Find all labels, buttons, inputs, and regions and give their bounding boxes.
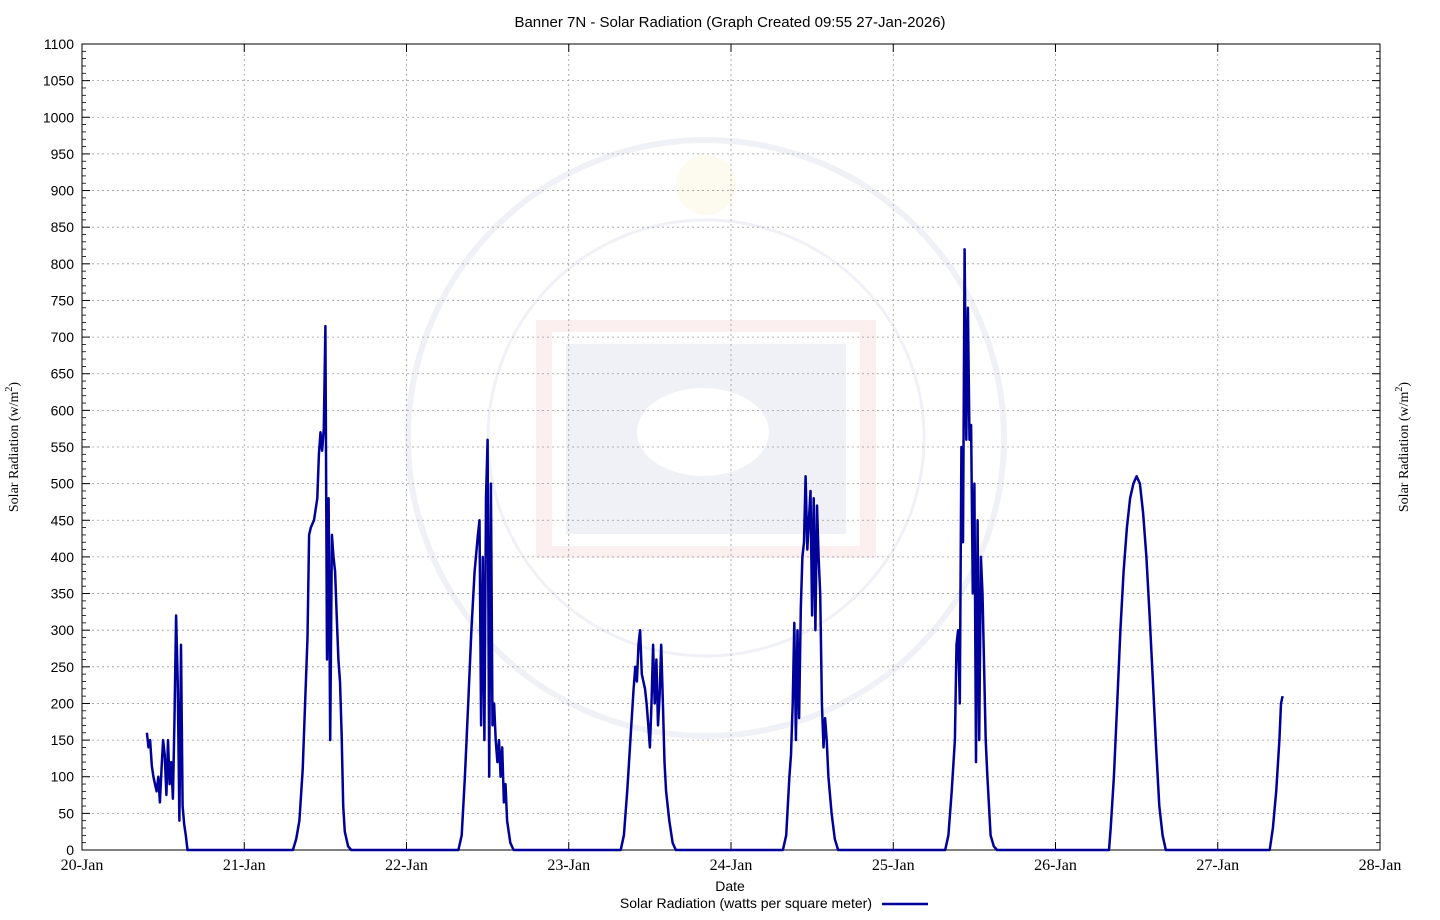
y-axis-label-right: Solar Radiation (w/m2) bbox=[1394, 382, 1412, 513]
y-tick-label: 850 bbox=[51, 219, 75, 235]
y-tick-label: 550 bbox=[51, 439, 75, 455]
y-tick-label: 500 bbox=[51, 476, 75, 492]
y-axis-label-left-main: Solar Radiation (w/m bbox=[7, 391, 22, 512]
y-tick-label: 100 bbox=[51, 769, 75, 785]
chart-title: Banner 7N - Solar Radiation (Graph Creat… bbox=[514, 14, 945, 31]
watermark-inner-circle bbox=[486, 218, 926, 658]
watermark-seal bbox=[405, 137, 1007, 739]
series-line bbox=[145, 247, 1284, 852]
x-tick-label: 21-Jan bbox=[223, 857, 266, 874]
y-tick-label: 950 bbox=[51, 146, 75, 162]
x-tick-label: 24-Jan bbox=[710, 857, 753, 874]
watermark-outer-circle bbox=[405, 137, 1007, 739]
legend-label: Solar Radiation (watts per square meter) bbox=[620, 895, 872, 911]
y-tick-label: 0 bbox=[66, 842, 74, 858]
y-tick-label: 750 bbox=[51, 292, 75, 308]
data-series bbox=[145, 247, 1284, 852]
y-axis-label-right-close: ) bbox=[1397, 382, 1412, 387]
watermark-flag-blue bbox=[566, 344, 846, 534]
watermark-bison bbox=[637, 388, 769, 476]
y-tick-label: 300 bbox=[51, 622, 75, 638]
y-tick-label: 1000 bbox=[43, 109, 74, 125]
x-tick-label: 20-Jan bbox=[61, 857, 104, 874]
x-tick-label: 23-Jan bbox=[547, 857, 590, 874]
y-tick-label: 1050 bbox=[43, 73, 74, 89]
y-axis-label-right-sup: 2 bbox=[1394, 387, 1405, 392]
y-tick-label: 250 bbox=[51, 659, 75, 675]
x-tick-label: 28-Jan bbox=[1359, 857, 1402, 874]
y-axis-label-right-main: Solar Radiation (w/m bbox=[1397, 391, 1412, 512]
y-axis-label-left-sup: 2 bbox=[4, 387, 15, 392]
y-axis-label-left: Solar Radiation (w/m2) bbox=[4, 382, 22, 513]
y-tick-label: 800 bbox=[51, 256, 75, 272]
y-tick-label: 200 bbox=[51, 695, 75, 711]
x-axis-ticks: 20-Jan 21-Jan 22-Jan 23-Jan 24-Jan 25-Jan 26-J… bbox=[61, 44, 1402, 874]
y-tick-label: 450 bbox=[51, 512, 75, 528]
y-tick-label: 900 bbox=[51, 183, 75, 199]
y-axis-label-left-close: ) bbox=[7, 382, 22, 387]
y-axis-ticks: 0 50 100 150 200 250 300 350 400 450 500 550 600 650 7… bbox=[43, 36, 1380, 858]
y-tick-label: 700 bbox=[51, 329, 75, 345]
y-tick-label: 400 bbox=[51, 549, 75, 565]
y-tick-label: 650 bbox=[51, 366, 75, 382]
x-axis-label: Date bbox=[715, 878, 745, 894]
watermark-flag-border bbox=[536, 320, 876, 558]
y-tick-label: 50 bbox=[58, 805, 74, 821]
y-tick-label: 600 bbox=[51, 402, 75, 418]
y-tick-label: 350 bbox=[51, 586, 75, 602]
x-tick-label: 27-Jan bbox=[1196, 857, 1239, 874]
x-tick-label: 22-Jan bbox=[385, 857, 428, 874]
x-tick-label: 25-Jan bbox=[872, 857, 915, 874]
legend: Solar Radiation (watts per square meter) bbox=[620, 895, 928, 911]
watermark-sun bbox=[676, 155, 736, 215]
x-tick-label: 26-Jan bbox=[1034, 857, 1077, 874]
y-tick-label: 1100 bbox=[44, 36, 74, 52]
grid-lines bbox=[81, 43, 1381, 851]
y-tick-label: 150 bbox=[51, 732, 75, 748]
